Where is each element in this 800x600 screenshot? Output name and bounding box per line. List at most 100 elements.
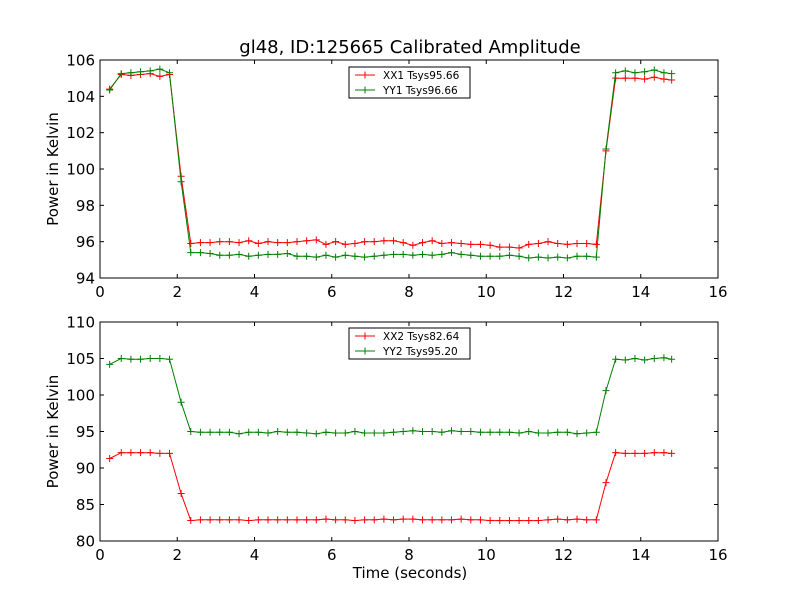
data-point-marker — [283, 239, 291, 247]
data-point-marker — [235, 239, 243, 247]
data-point-marker — [438, 428, 446, 436]
data-point-marker — [476, 240, 484, 248]
data-point-marker — [361, 516, 369, 524]
data-point-marker — [641, 68, 649, 76]
data-point-marker — [264, 516, 272, 524]
data-point-marker — [505, 517, 513, 525]
x-tick-label: 12 — [554, 546, 573, 564]
data-point-marker — [166, 355, 174, 363]
data-point-marker — [351, 517, 359, 525]
y-axis-label: Power in Kelvin — [44, 112, 62, 226]
legend-label: YY2 Tsys95.20 — [382, 346, 458, 358]
data-point-marker — [563, 240, 571, 248]
y-tick-label: 85 — [76, 496, 95, 514]
legend-label: XX2 Tsys82.64 — [383, 331, 460, 343]
data-point-marker — [631, 69, 639, 77]
data-point-marker — [428, 237, 436, 245]
data-point-marker — [612, 449, 620, 457]
data-point-marker — [156, 449, 164, 457]
data-point-marker — [206, 249, 214, 257]
data-point-marker — [544, 516, 552, 524]
data-point-marker — [370, 252, 378, 260]
data-point-marker — [196, 516, 204, 524]
data-point-marker — [127, 449, 135, 457]
data-point-marker — [399, 250, 407, 258]
x-tick-label: 4 — [250, 283, 260, 301]
y-tick-label: 104 — [66, 88, 95, 106]
data-point-marker — [225, 251, 233, 259]
data-point-marker — [390, 237, 398, 245]
data-point-marker — [117, 449, 125, 457]
y-tick-label: 105 — [66, 350, 95, 368]
data-point-marker — [428, 428, 436, 435]
data-point-marker — [106, 86, 114, 94]
data-point-marker — [322, 240, 330, 248]
data-point-marker — [602, 145, 610, 153]
data-point-marker — [187, 239, 195, 247]
data-point-marker — [534, 517, 542, 525]
data-point-marker — [117, 355, 125, 362]
x-tick-label: 6 — [327, 546, 337, 564]
data-point-marker — [515, 429, 523, 437]
data-point-marker — [447, 427, 455, 435]
data-point-marker — [447, 516, 455, 524]
data-point-marker — [409, 241, 417, 249]
y-tick-label: 98 — [76, 197, 95, 215]
data-point-marker — [156, 355, 164, 362]
data-point-marker — [660, 449, 668, 457]
legend-marker — [361, 71, 369, 79]
data-point-marker — [166, 449, 174, 457]
bottom-subplot: 0 2 4 6 8 10 12 14 16 80 85 90 95 100 105 110 Power in K… — [44, 314, 728, 565]
y-axis-label: Power in Kelvin — [44, 375, 62, 489]
data-point-marker — [534, 253, 542, 261]
data-point-marker — [322, 428, 330, 436]
data-point-marker — [312, 516, 320, 524]
x-tick-label: 2 — [172, 546, 182, 564]
data-point-marker — [187, 249, 195, 257]
data-point-marker — [293, 238, 301, 246]
data-point-marker — [525, 428, 533, 435]
y-tick-label: 80 — [76, 533, 95, 551]
data-point-marker — [332, 253, 340, 261]
data-point-marker — [146, 67, 154, 75]
data-point-marker — [380, 429, 388, 437]
data-point-marker — [177, 398, 185, 406]
data-point-marker — [390, 250, 398, 258]
data-point-marker — [668, 355, 676, 363]
data-point-marker — [264, 429, 272, 437]
data-point-marker — [573, 515, 581, 523]
legend-label: YY1 Tsys96.66 — [382, 85, 458, 97]
legend-box — [348, 327, 471, 360]
x-tick-label: 14 — [631, 546, 650, 564]
data-point-marker — [563, 516, 571, 524]
data-point-marker — [544, 254, 552, 262]
data-point-marker — [380, 251, 388, 259]
data-point-marker — [312, 236, 320, 244]
data-point-marker — [106, 360, 114, 368]
y-tick-label: 90 — [76, 460, 95, 478]
data-point-marker — [457, 250, 465, 258]
data-point-marker — [225, 516, 233, 524]
data-point-marker — [264, 250, 272, 258]
data-point-marker — [668, 76, 676, 84]
data-point-marker — [447, 239, 455, 247]
data-point-marker — [554, 253, 562, 261]
x-tick-label: 14 — [631, 283, 650, 301]
data-point-marker — [467, 428, 475, 435]
data-point-marker — [341, 251, 349, 259]
x-tick-label: 10 — [477, 283, 496, 301]
data-point-marker — [457, 428, 465, 435]
data-point-marker — [476, 428, 484, 436]
data-point-marker — [196, 239, 204, 247]
data-point-marker — [196, 249, 204, 257]
x-axis-label: Time (seconds) — [352, 564, 468, 582]
data-point-marker — [544, 429, 552, 437]
data-point-marker — [293, 428, 301, 436]
x-tick-label: 16 — [708, 546, 727, 564]
data-point-marker — [341, 429, 349, 437]
data-point-marker — [117, 70, 125, 78]
data-point-marker — [351, 252, 359, 260]
data-point-marker — [525, 517, 533, 525]
data-point-marker — [206, 239, 214, 247]
data-point-marker — [137, 449, 145, 457]
